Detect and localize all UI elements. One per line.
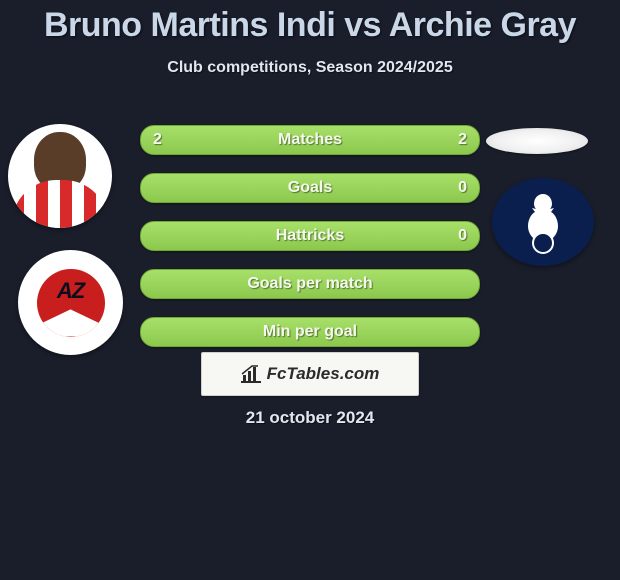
stat-bar-goals: Goals 0 — [140, 173, 480, 203]
stat-label: Goals per match — [247, 275, 372, 293]
player1-photo — [8, 124, 112, 228]
subtitle: Club competitions, Season 2024/2025 — [0, 59, 620, 77]
stat-bar-hattricks: Hattricks 0 — [140, 221, 480, 251]
stat-label: Matches — [278, 131, 342, 149]
page-title: Bruno Martins Indi vs Archie Gray — [0, 0, 620, 45]
brand-badge: FcTables.com — [201, 352, 419, 396]
player1-club-crest: AZ — [18, 250, 123, 355]
stat-p2-value: 2 — [458, 131, 467, 149]
stat-label: Hattricks — [276, 227, 344, 245]
az-badge-text: AZ — [37, 278, 105, 304]
bar-chart-icon — [241, 365, 261, 383]
stat-label: Goals — [288, 179, 332, 197]
football-icon — [532, 232, 554, 254]
stat-bar-matches: 2 Matches 2 — [140, 125, 480, 155]
stat-p2-value: 0 — [458, 227, 467, 245]
brand-text: FcTables.com — [267, 364, 380, 384]
player2-photo — [486, 128, 588, 154]
stat-bar-min-per-goal: Min per goal — [140, 317, 480, 347]
date-label: 21 october 2024 — [0, 408, 620, 428]
player2-club-crest — [492, 178, 594, 266]
stat-label: Min per goal — [263, 323, 357, 341]
stat-bar-goals-per-match: Goals per match — [140, 269, 480, 299]
az-badge: AZ — [37, 269, 105, 337]
stat-p2-value: 0 — [458, 179, 467, 197]
stat-p1-value: 2 — [153, 131, 162, 149]
stats-bars: 2 Matches 2 Goals 0 Hattricks 0 Goals pe… — [140, 125, 480, 365]
